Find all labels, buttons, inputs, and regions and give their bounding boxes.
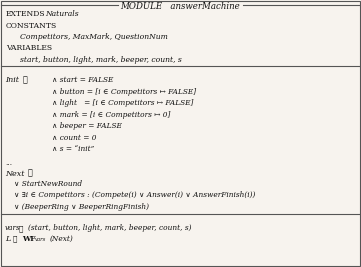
Text: ∧ button = [i ∈ Competitors ↦ FALSE]: ∧ button = [i ∈ Competitors ↦ FALSE] bbox=[52, 88, 196, 96]
Text: MODULE   answerMachine: MODULE answerMachine bbox=[120, 2, 240, 11]
Text: ∨ ∃i ∈ Competitors : (Compete(i) ∨ Answer(i) ∨ AnswerFinish(i)): ∨ ∃i ∈ Competitors : (Compete(i) ∨ Answe… bbox=[14, 191, 255, 199]
Text: Competitors, MaxMark, QuestionNum: Competitors, MaxMark, QuestionNum bbox=[20, 33, 168, 41]
Text: vars: vars bbox=[35, 237, 46, 242]
Text: ...: ... bbox=[5, 159, 12, 167]
Text: (Next): (Next) bbox=[50, 235, 74, 243]
Text: ∧ mark = [i ∈ Competitors ↦ 0]: ∧ mark = [i ∈ Competitors ↦ 0] bbox=[52, 111, 170, 119]
Text: ∧ count = 0: ∧ count = 0 bbox=[52, 134, 96, 142]
Text: ∧ light   = [i ∈ Competitors ↦ FALSE]: ∧ light = [i ∈ Competitors ↦ FALSE] bbox=[52, 99, 193, 107]
Text: WF: WF bbox=[22, 235, 35, 243]
Text: ∨ StartNewRound: ∨ StartNewRound bbox=[14, 180, 82, 188]
Text: ∧ beeper = FALSE: ∧ beeper = FALSE bbox=[52, 122, 122, 130]
Text: ≜: ≜ bbox=[19, 225, 23, 233]
Text: ∨ (BeeperRing ∨ BeeperRingFinish): ∨ (BeeperRing ∨ BeeperRingFinish) bbox=[14, 203, 149, 211]
Text: ∧ s = “init”: ∧ s = “init” bbox=[52, 146, 94, 154]
Text: ≜: ≜ bbox=[23, 76, 28, 84]
Text: Init: Init bbox=[5, 76, 19, 84]
Text: L: L bbox=[5, 235, 10, 243]
Text: (start, button, light, mark, beeper, count, s): (start, button, light, mark, beeper, cou… bbox=[28, 225, 191, 233]
Text: ∧ start = FALSE: ∧ start = FALSE bbox=[52, 76, 113, 84]
Text: ≜: ≜ bbox=[13, 235, 17, 243]
Text: vars: vars bbox=[5, 225, 21, 233]
Text: CONSTANTS: CONSTANTS bbox=[6, 22, 57, 29]
Text: Next: Next bbox=[5, 170, 25, 178]
Text: ≜: ≜ bbox=[28, 170, 33, 178]
Text: VARIABLES: VARIABLES bbox=[6, 45, 52, 53]
Text: start, button, light, mark, beeper, count, s: start, button, light, mark, beeper, coun… bbox=[20, 56, 182, 64]
Text: EXTENDS: EXTENDS bbox=[6, 10, 45, 18]
Text: Naturals: Naturals bbox=[45, 10, 79, 18]
